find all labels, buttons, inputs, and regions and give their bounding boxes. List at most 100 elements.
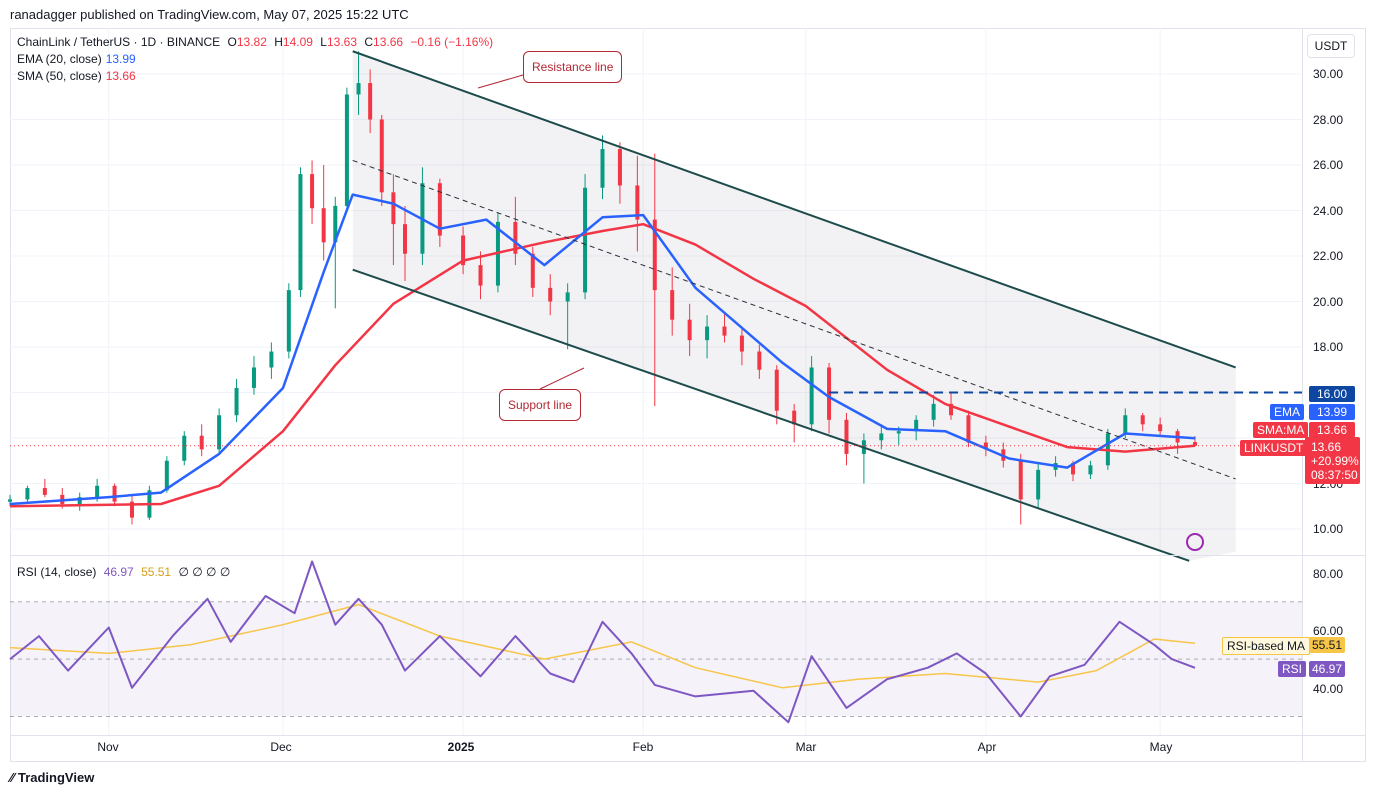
rsi-legend-empty-values: ∅ ∅ ∅ ∅: [178, 565, 231, 579]
sma-legend-label: SMA (50, close): [17, 69, 102, 83]
candle-body: [437, 183, 442, 236]
support-line-callout[interactable]: Support line: [499, 389, 582, 421]
rsi-tick: 60.00: [1313, 624, 1344, 638]
sma-legend[interactable]: SMA (50, close) 13.66: [17, 69, 136, 83]
candle-body: [164, 460, 169, 491]
candle-body: [949, 403, 954, 416]
bar-countdown: 08:37:50: [1311, 468, 1358, 482]
candle-body: [652, 219, 657, 291]
tradingview-logo[interactable]: ⁄⁄ TradingView: [10, 770, 94, 785]
candle-body: [403, 224, 407, 254]
time-label: Mar: [795, 740, 817, 754]
sma-legend-value: 13.66: [105, 69, 136, 83]
last-price-value: 13.66: [1311, 440, 1342, 454]
candle-body: [95, 485, 100, 498]
candle-body: [1071, 463, 1076, 475]
rsi-legend[interactable]: RSI (14, close) 46.97 55.51 ∅ ∅ ∅ ∅: [17, 565, 230, 579]
candle-body: [600, 149, 605, 188]
candle-body: [896, 431, 901, 434]
candle-body: [792, 410, 797, 425]
candle-body: [42, 488, 47, 495]
lightning-icon[interactable]: [1186, 533, 1204, 551]
candle-body: [983, 442, 988, 450]
candle-body: [391, 192, 396, 225]
candle-body: [310, 174, 315, 209]
ohlc-high: H14.09: [274, 35, 313, 49]
candle-body: [1123, 415, 1128, 434]
candle-body: [77, 497, 82, 504]
pane-divider[interactable]: [10, 555, 1366, 556]
sma-50-line: [9, 222, 1196, 508]
candle-body: [774, 369, 779, 411]
candle-body: [1193, 442, 1197, 446]
symbol-legend[interactable]: ChainLink / TetherUS · 1D · BINANCE O13.…: [17, 35, 493, 49]
ema-legend-label: EMA (20, close): [17, 52, 102, 66]
candle-body: [217, 415, 222, 450]
symbol-title[interactable]: ChainLink / TetherUS · 1D · BINANCE: [17, 35, 221, 49]
candle-body: [739, 335, 744, 352]
candle-body: [809, 367, 814, 425]
candle-body: [617, 149, 622, 186]
candle-body: [513, 221, 518, 254]
last-price-box: 13.66 +20.99% 08:37:50: [1305, 437, 1360, 484]
candle-body: [234, 387, 239, 416]
candle-body: [182, 435, 187, 461]
rsi-tick: 80.00: [1313, 567, 1344, 581]
price-tick: 28.00: [1313, 113, 1344, 127]
candle-body: [583, 187, 588, 293]
rsi-legend-value: 46.97: [103, 565, 134, 579]
candle-body: [344, 94, 349, 206]
candle-body: [530, 253, 535, 288]
price-tick: 22.00: [1313, 249, 1344, 263]
currency-selector[interactable]: USDT: [1307, 34, 1355, 58]
rsi-legend-label: RSI (14, close): [17, 565, 97, 579]
candle-body: [879, 433, 884, 441]
ema-name-tag: EMA: [1270, 404, 1305, 420]
candle-body: [844, 419, 849, 454]
candle-body: [635, 185, 640, 220]
tradingview-logo-text: TradingView: [17, 770, 95, 785]
candle-body: [129, 501, 134, 518]
candle-body: [8, 499, 12, 502]
channel-fill: [352, 51, 1236, 561]
candle-body: [1140, 415, 1145, 425]
chart-frame: [10, 28, 1366, 762]
price-tick: 26.00: [1313, 158, 1344, 172]
resistance-line-callout[interactable]: Resistance line: [523, 51, 623, 83]
candle-body: [966, 415, 971, 443]
ema-legend[interactable]: EMA (20, close) 13.99: [17, 52, 136, 66]
candle-body: [827, 367, 832, 420]
time-label: Feb: [632, 740, 654, 754]
time-axis-divider: [10, 735, 1366, 736]
ema-legend-value: 13.99: [105, 52, 136, 66]
candle-body: [478, 265, 483, 286]
time-label: Apr: [977, 740, 997, 754]
price-tick: 18.00: [1313, 340, 1344, 354]
candle-body: [461, 235, 466, 266]
time-label: May: [1149, 740, 1173, 754]
support-callout-pointer: [539, 367, 585, 390]
rsi-value-tag: 46.97: [1309, 661, 1345, 677]
candle-body: [565, 292, 570, 302]
rsi-ma-legend-value: 55.51: [141, 565, 172, 579]
tradingview-logo-icon: ⁄⁄: [10, 770, 15, 785]
symbol-name-tag: LINKUSDT: [1240, 440, 1308, 456]
time-label: Nov: [97, 740, 119, 754]
last-price-change: +20.99%: [1311, 454, 1359, 468]
candle-body: [914, 419, 919, 432]
price-tick: 20.00: [1313, 295, 1344, 309]
candle-body: [722, 326, 727, 336]
price-axis-divider: [1302, 28, 1303, 762]
candle-body: [1088, 465, 1093, 475]
rsi-band: [10, 601, 1302, 717]
candle-body: [705, 326, 710, 341]
candle-body: [1158, 424, 1163, 432]
candle-body: [112, 485, 117, 502]
candle-body: [670, 290, 675, 320]
candle-body: [687, 319, 692, 341]
ema-value-tag: 13.99: [1309, 404, 1355, 420]
candle-body: [379, 119, 384, 193]
candle-body: [757, 351, 762, 370]
rsi-ma-name-tag: RSI-based MA: [1222, 637, 1311, 655]
